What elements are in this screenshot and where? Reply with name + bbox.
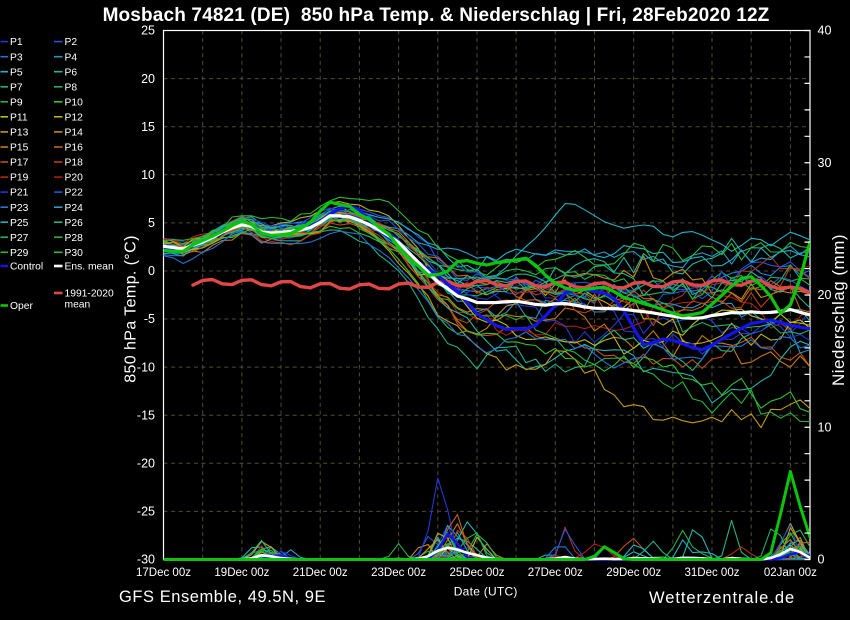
svg-text:P16: P16 [65,143,84,154]
svg-text:15: 15 [141,120,155,134]
svg-text:P10: P10 [65,97,84,108]
svg-text:Niederschlag (mm): Niederschlag (mm) [829,234,848,386]
svg-text:P9: P9 [10,97,23,108]
svg-text:P29: P29 [10,248,29,259]
svg-text:P23: P23 [10,203,29,214]
svg-text:P1: P1 [10,37,23,48]
svg-text:P27: P27 [10,233,29,244]
svg-text:02Jan 00z: 02Jan 00z [764,567,817,579]
svg-text:P7: P7 [10,82,23,93]
svg-text:P11: P11 [10,112,28,123]
svg-text:0: 0 [148,264,155,278]
svg-text:-20: -20 [137,457,155,471]
svg-text:P8: P8 [65,82,78,93]
svg-text:-10: -10 [137,360,155,374]
svg-text:1991-2020: 1991-2020 [65,289,115,300]
svg-text:10: 10 [141,168,155,182]
svg-text:23Dec 00z: 23Dec 00z [371,567,426,579]
svg-text:25Dec 00z: 25Dec 00z [450,567,505,579]
svg-text:P19: P19 [10,173,29,184]
svg-text:Control: Control [10,262,43,273]
svg-text:10: 10 [818,420,832,434]
svg-text:20: 20 [818,288,832,302]
svg-text:mean: mean [65,300,91,311]
svg-text:P20: P20 [65,173,84,184]
svg-text:21Dec 00z: 21Dec 00z [293,567,348,579]
svg-text:17Dec 00z: 17Dec 00z [136,567,191,579]
svg-text:P28: P28 [65,233,84,244]
svg-text:-5: -5 [144,312,155,326]
svg-text:P12: P12 [65,112,84,123]
svg-text:P18: P18 [65,158,84,169]
svg-text:P15: P15 [10,143,29,154]
svg-text:P4: P4 [65,52,78,63]
svg-text:P22: P22 [65,188,84,199]
svg-text:P2: P2 [65,37,78,48]
svg-text:Wetterzentrale.de: Wetterzentrale.de [649,589,795,607]
svg-text:30: 30 [818,156,832,170]
svg-text:P21: P21 [10,188,29,199]
svg-text:31Dec 00z: 31Dec 00z [685,567,740,579]
svg-text:20: 20 [141,72,155,86]
svg-text:850 hPa Temp. (°C): 850 hPa Temp. (°C) [123,235,140,383]
svg-text:P25: P25 [10,218,29,229]
svg-text:P30: P30 [65,248,84,259]
svg-text:Ens. mean: Ens. mean [65,262,114,273]
svg-text:5: 5 [148,216,155,230]
svg-text:-25: -25 [137,505,155,519]
svg-text:P24: P24 [65,203,84,214]
svg-text:P3: P3 [10,52,23,63]
svg-text:-30: -30 [137,553,155,567]
svg-text:P6: P6 [65,67,78,78]
svg-text:40: 40 [818,24,832,38]
svg-text:29Dec 00z: 29Dec 00z [606,567,661,579]
svg-text:0: 0 [818,553,825,567]
svg-text:P26: P26 [65,218,84,229]
svg-text:19Dec 00z: 19Dec 00z [214,567,269,579]
svg-text:27Dec 00z: 27Dec 00z [528,567,583,579]
svg-text:P13: P13 [10,128,29,139]
svg-text:P5: P5 [10,67,23,78]
svg-text:Date (UTC): Date (UTC) [454,585,518,599]
svg-text:P17: P17 [10,158,29,169]
svg-text:Mosbach 74821 (DE) 850 hPa Te: Mosbach 74821 (DE) 850 hPa Temp. & Niede… [103,5,770,26]
svg-text:Oper: Oper [10,301,33,312]
svg-text:P14: P14 [65,128,84,139]
svg-text:GFS Ensemble, 49.5N, 9E: GFS Ensemble, 49.5N, 9E [119,588,326,606]
svg-text:25: 25 [141,24,155,38]
svg-text:-15: -15 [137,408,155,422]
